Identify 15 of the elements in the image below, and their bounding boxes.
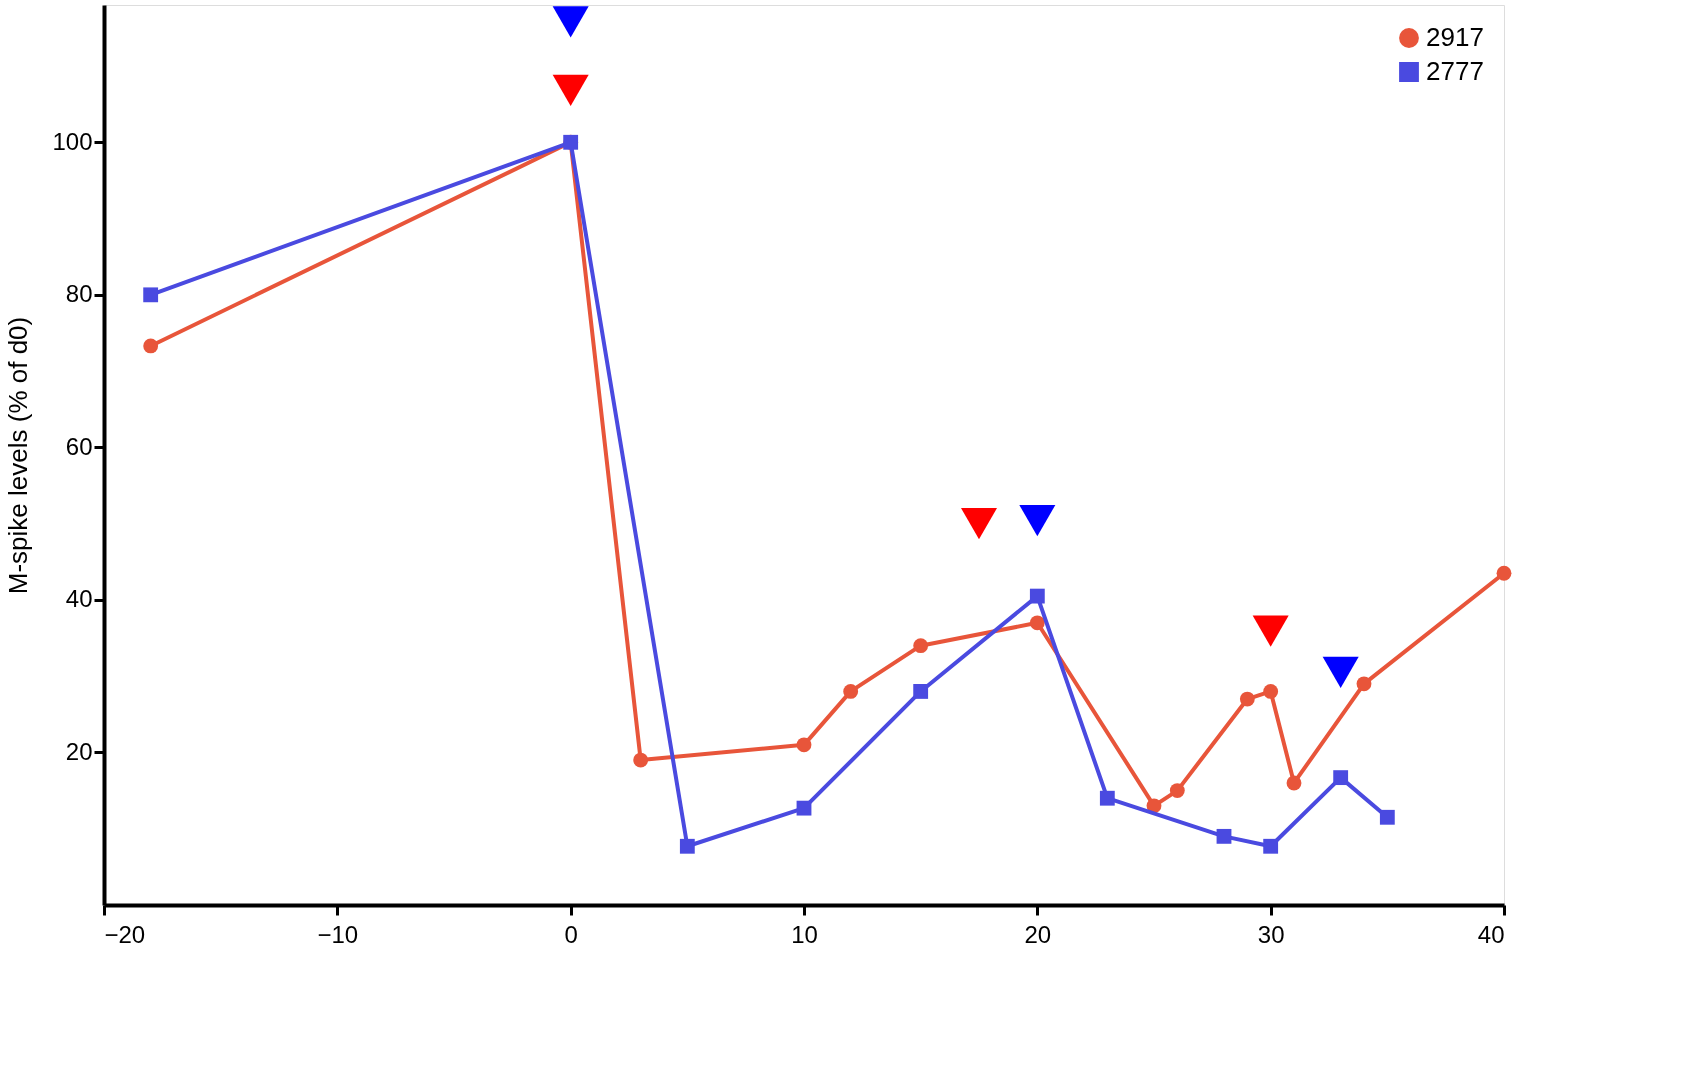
x-tick-label: −20	[104, 920, 146, 948]
y-tick-label: 60	[65, 432, 93, 460]
x-tick-label: 0	[564, 920, 578, 948]
y-axis-title: M-spike levels (% of d0)	[3, 316, 34, 595]
y-tick-label: 20	[65, 737, 93, 765]
x-tick-label: −10	[317, 920, 359, 948]
y-tick-label: 100	[52, 127, 93, 155]
x-tick-label: 10	[791, 920, 818, 948]
legend-label: 2777	[1426, 56, 1484, 86]
x-tick-label: 30	[1257, 920, 1285, 948]
x-tick-label: 40	[1477, 920, 1505, 948]
legend-label: 2917	[1426, 22, 1484, 52]
y-tick-label: 40	[65, 585, 93, 613]
x-tick-label: 20	[1024, 920, 1052, 948]
y-tick-label: 80	[65, 280, 93, 308]
